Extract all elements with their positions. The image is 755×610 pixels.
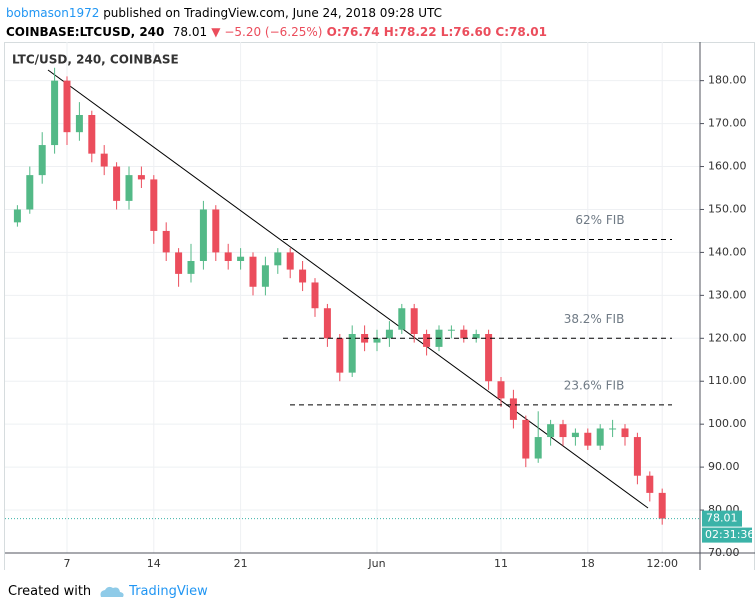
candle-body — [584, 432, 592, 446]
candle-body — [237, 256, 245, 261]
chart: LTC/USD, 240, COINBASE 70.0080.0090.0010… — [4, 42, 755, 570]
candle-body — [348, 334, 356, 373]
candle-body — [398, 308, 406, 330]
candle-body — [75, 115, 83, 133]
candle-body — [485, 334, 493, 382]
y-tick-label: 110.00 — [708, 374, 747, 387]
candle-body — [261, 265, 269, 287]
candle-body — [212, 209, 220, 253]
last-price: 78.01 — [172, 25, 208, 39]
price-box — [702, 510, 742, 527]
candle-body — [100, 153, 108, 167]
candle-body — [547, 424, 555, 438]
candle-body — [658, 492, 666, 519]
x-tick-label: Jun — [367, 557, 385, 570]
header: bobmason1972 published on TradingView.co… — [6, 4, 547, 42]
x-tick-label: 14 — [147, 557, 161, 570]
x-tick-label: 7 — [64, 557, 71, 570]
candle-body — [88, 115, 96, 154]
candle-body — [472, 334, 480, 339]
countdown: 02:31:36 — [705, 528, 754, 541]
chart-title: LTC/USD, 240, COINBASE — [12, 53, 179, 67]
candle-body — [509, 398, 517, 420]
y-tick-label: 100.00 — [708, 417, 747, 430]
candle-body — [38, 145, 46, 176]
ohlc: O:76.74 — [326, 25, 380, 39]
grid — [5, 42, 700, 554]
candle-body — [373, 338, 381, 343]
y-tick-label: 130.00 — [708, 288, 747, 301]
candle-body — [423, 334, 431, 347]
footer-text: Created with — [8, 584, 92, 599]
candle-body — [571, 432, 579, 438]
header-line: COINBASE:LTCUSD, 240 78.01 ▼ −5.20 (−6.2… — [6, 23, 547, 42]
candle-body — [26, 175, 34, 210]
candle-body — [646, 475, 654, 493]
y-tick-label: 120.00 — [708, 331, 747, 344]
published: published on TradingView.com, June 24, 2… — [103, 6, 442, 20]
fib-label: 38.2% FIB — [564, 312, 625, 326]
candle-body — [410, 308, 418, 334]
candle-body — [113, 166, 121, 201]
x-tick-label: 21 — [234, 557, 248, 570]
ohlc: C:78.01 — [495, 25, 547, 39]
candle-body — [633, 437, 641, 476]
x-tick-label: 12:00 — [646, 557, 678, 570]
frame — [4, 42, 755, 570]
x-tick-label: 11 — [494, 557, 508, 570]
y-tick-label: 140.00 — [708, 245, 747, 258]
fib-label: 23.6% FIB — [564, 378, 625, 392]
candle-body — [621, 428, 629, 438]
price-label: 78.01 — [706, 512, 738, 525]
candle-body — [175, 252, 183, 274]
candle-body — [224, 252, 232, 261]
header-line: bobmason1972 published on TradingView.co… — [6, 4, 547, 23]
candle-body — [522, 419, 530, 459]
candle-body — [162, 230, 170, 253]
candle-body — [125, 175, 133, 201]
candle-body — [609, 428, 617, 430]
candle-body — [150, 179, 158, 231]
candle-body — [460, 329, 468, 339]
candle-body — [336, 338, 344, 373]
y-tick-label: 160.00 — [708, 160, 747, 173]
candle-body — [559, 424, 567, 438]
candle-body — [51, 80, 59, 146]
candle-body — [311, 282, 319, 309]
y-tick-label: 180.00 — [708, 74, 747, 87]
candle-body — [323, 308, 331, 339]
y-tick-label: 150.00 — [708, 202, 747, 215]
logo — [100, 586, 124, 597]
fib-label: 62% FIB — [575, 213, 624, 227]
candle-body — [497, 381, 505, 399]
ohlc: L:76.60 — [440, 25, 492, 39]
candle-body — [249, 256, 257, 287]
brand[interactable]: TradingView — [129, 584, 208, 599]
candle-body — [534, 437, 542, 459]
footer: Created with TradingView — [0, 573, 755, 610]
candle-body — [299, 269, 307, 283]
candle-body — [385, 329, 393, 339]
y-tick-label: 170.00 — [708, 117, 747, 130]
candle-body — [274, 252, 282, 266]
candle-body — [63, 80, 71, 133]
x-tick-label: 18 — [581, 557, 595, 570]
author[interactable]: bobmason1972 — [6, 6, 100, 20]
y-tick-label: 70.00 — [708, 546, 740, 559]
y-tick-label: 90.00 — [708, 460, 740, 473]
symbol: COINBASE:LTCUSD, 240 — [6, 25, 165, 39]
candle-body — [596, 428, 604, 446]
candle-body — [187, 261, 195, 274]
countdown-box — [702, 527, 752, 543]
change: ▼ −5.20 (−6.25%) — [211, 25, 323, 39]
candle-body — [447, 329, 455, 331]
candle-body — [13, 209, 21, 223]
ohlc: H:78.22 — [383, 25, 437, 39]
candle-body — [286, 252, 294, 270]
trend-line — [47, 69, 649, 509]
candle-body — [137, 175, 145, 180]
candle-body — [199, 209, 207, 261]
